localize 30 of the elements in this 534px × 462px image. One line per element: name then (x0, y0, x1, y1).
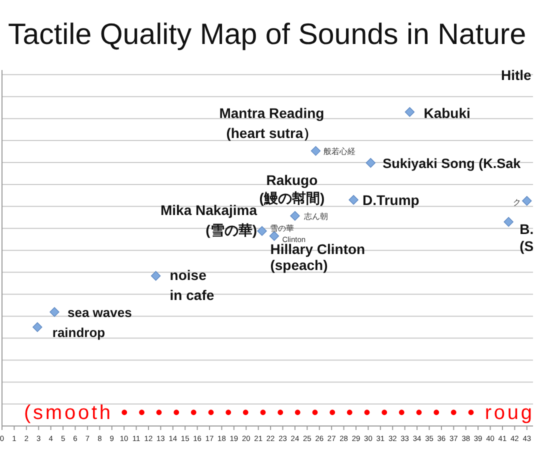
annotation: Rakugo (鰻の幇間) (259, 172, 325, 206)
point (522, 196, 532, 206)
annotation: noise in cafe (170, 266, 214, 303)
point (366, 158, 376, 168)
point (257, 226, 267, 236)
annotation: ク (512, 198, 521, 207)
annotation: Sukiyaki Song (K.Sak (382, 156, 522, 171)
point (290, 211, 300, 221)
point (32, 322, 42, 332)
point (310, 146, 321, 156)
annotation: 般若心経 (324, 146, 356, 156)
point (50, 307, 60, 317)
annotation: Hillary Clinton (speach) (270, 241, 366, 274)
annotation: B. (S (520, 220, 534, 254)
chart-title: Tactile Quality Map of Sounds in Nature (8, 18, 526, 51)
annotation: D.Trump (362, 192, 420, 208)
point (269, 231, 280, 241)
text: Hitle (501, 67, 532, 83)
annotation: Kabuki (424, 105, 470, 121)
point (504, 217, 514, 227)
annotation: sea waves (67, 305, 132, 320)
point (348, 195, 358, 205)
annotation: raindrop (52, 325, 106, 340)
annotation: (smooth • • • • • • • • • • • • • • • • • • • • • roug (24, 402, 532, 424)
annotation: 志ん朝 (304, 212, 328, 221)
annotation: Mika Nakajima (雪の華) (160, 202, 258, 238)
annotation: 雪の華 (270, 224, 294, 234)
annotation: Mantra Reading (heart sutra） (219, 104, 324, 141)
point (150, 271, 161, 281)
point (404, 107, 415, 117)
